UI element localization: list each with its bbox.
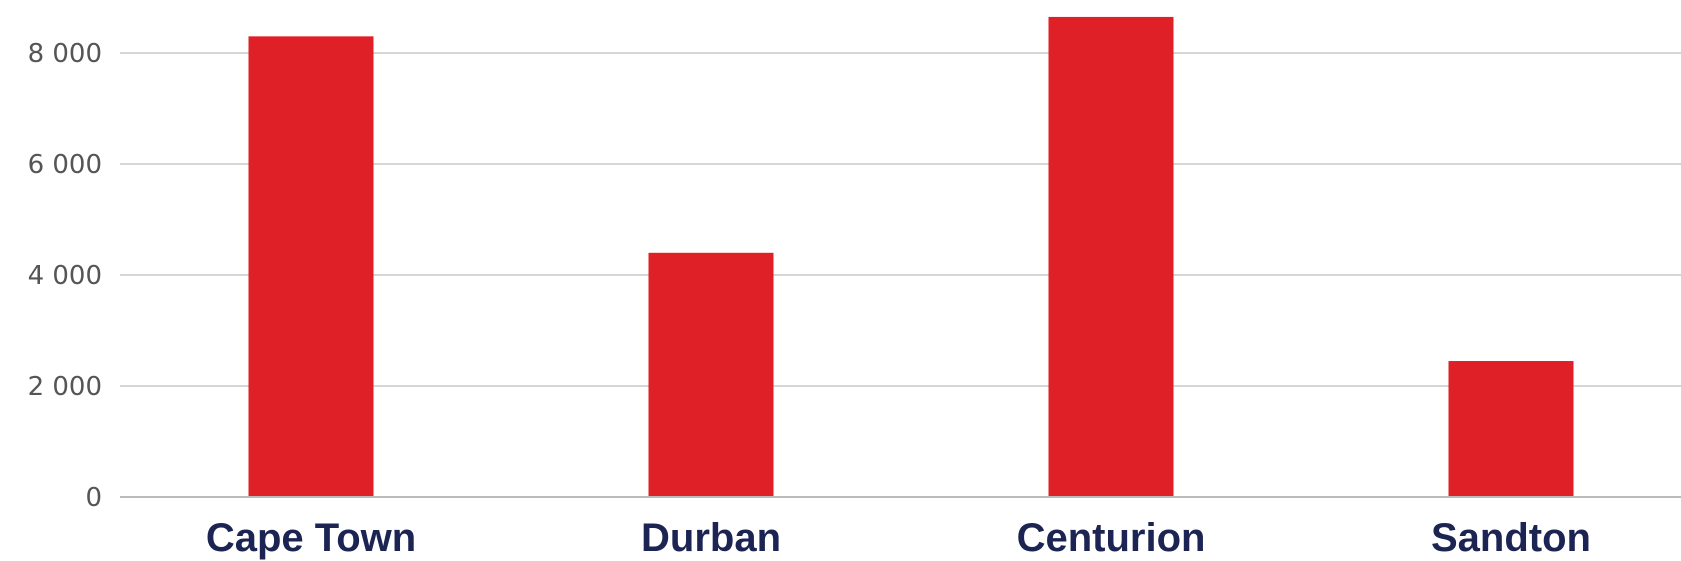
bar-centurion bbox=[1048, 16, 1174, 498]
gridlines bbox=[120, 52, 1681, 387]
x-tick-label: Centurion bbox=[1017, 516, 1206, 560]
x-tick-label: Sandton bbox=[1431, 516, 1591, 560]
bars bbox=[248, 16, 1574, 498]
x-tick-labels: Cape Town Durban Centurion Sandton bbox=[206, 516, 1591, 560]
bar-cape-town bbox=[248, 36, 374, 497]
bar-sandton bbox=[1448, 361, 1574, 497]
y-tick-label: 6 000 bbox=[28, 150, 102, 180]
y-tick-label: 2 000 bbox=[28, 372, 102, 402]
x-tick-label: Cape Town bbox=[206, 516, 416, 560]
y-tick-labels: 0 2 000 4 000 6 000 8 000 bbox=[28, 39, 102, 513]
y-tick-label: 8 000 bbox=[28, 39, 102, 69]
bar-durban bbox=[648, 252, 774, 497]
x-tick-label: Durban bbox=[641, 516, 781, 560]
y-tick-label: 4 000 bbox=[28, 261, 102, 291]
y-tick-label: 0 bbox=[85, 483, 102, 513]
